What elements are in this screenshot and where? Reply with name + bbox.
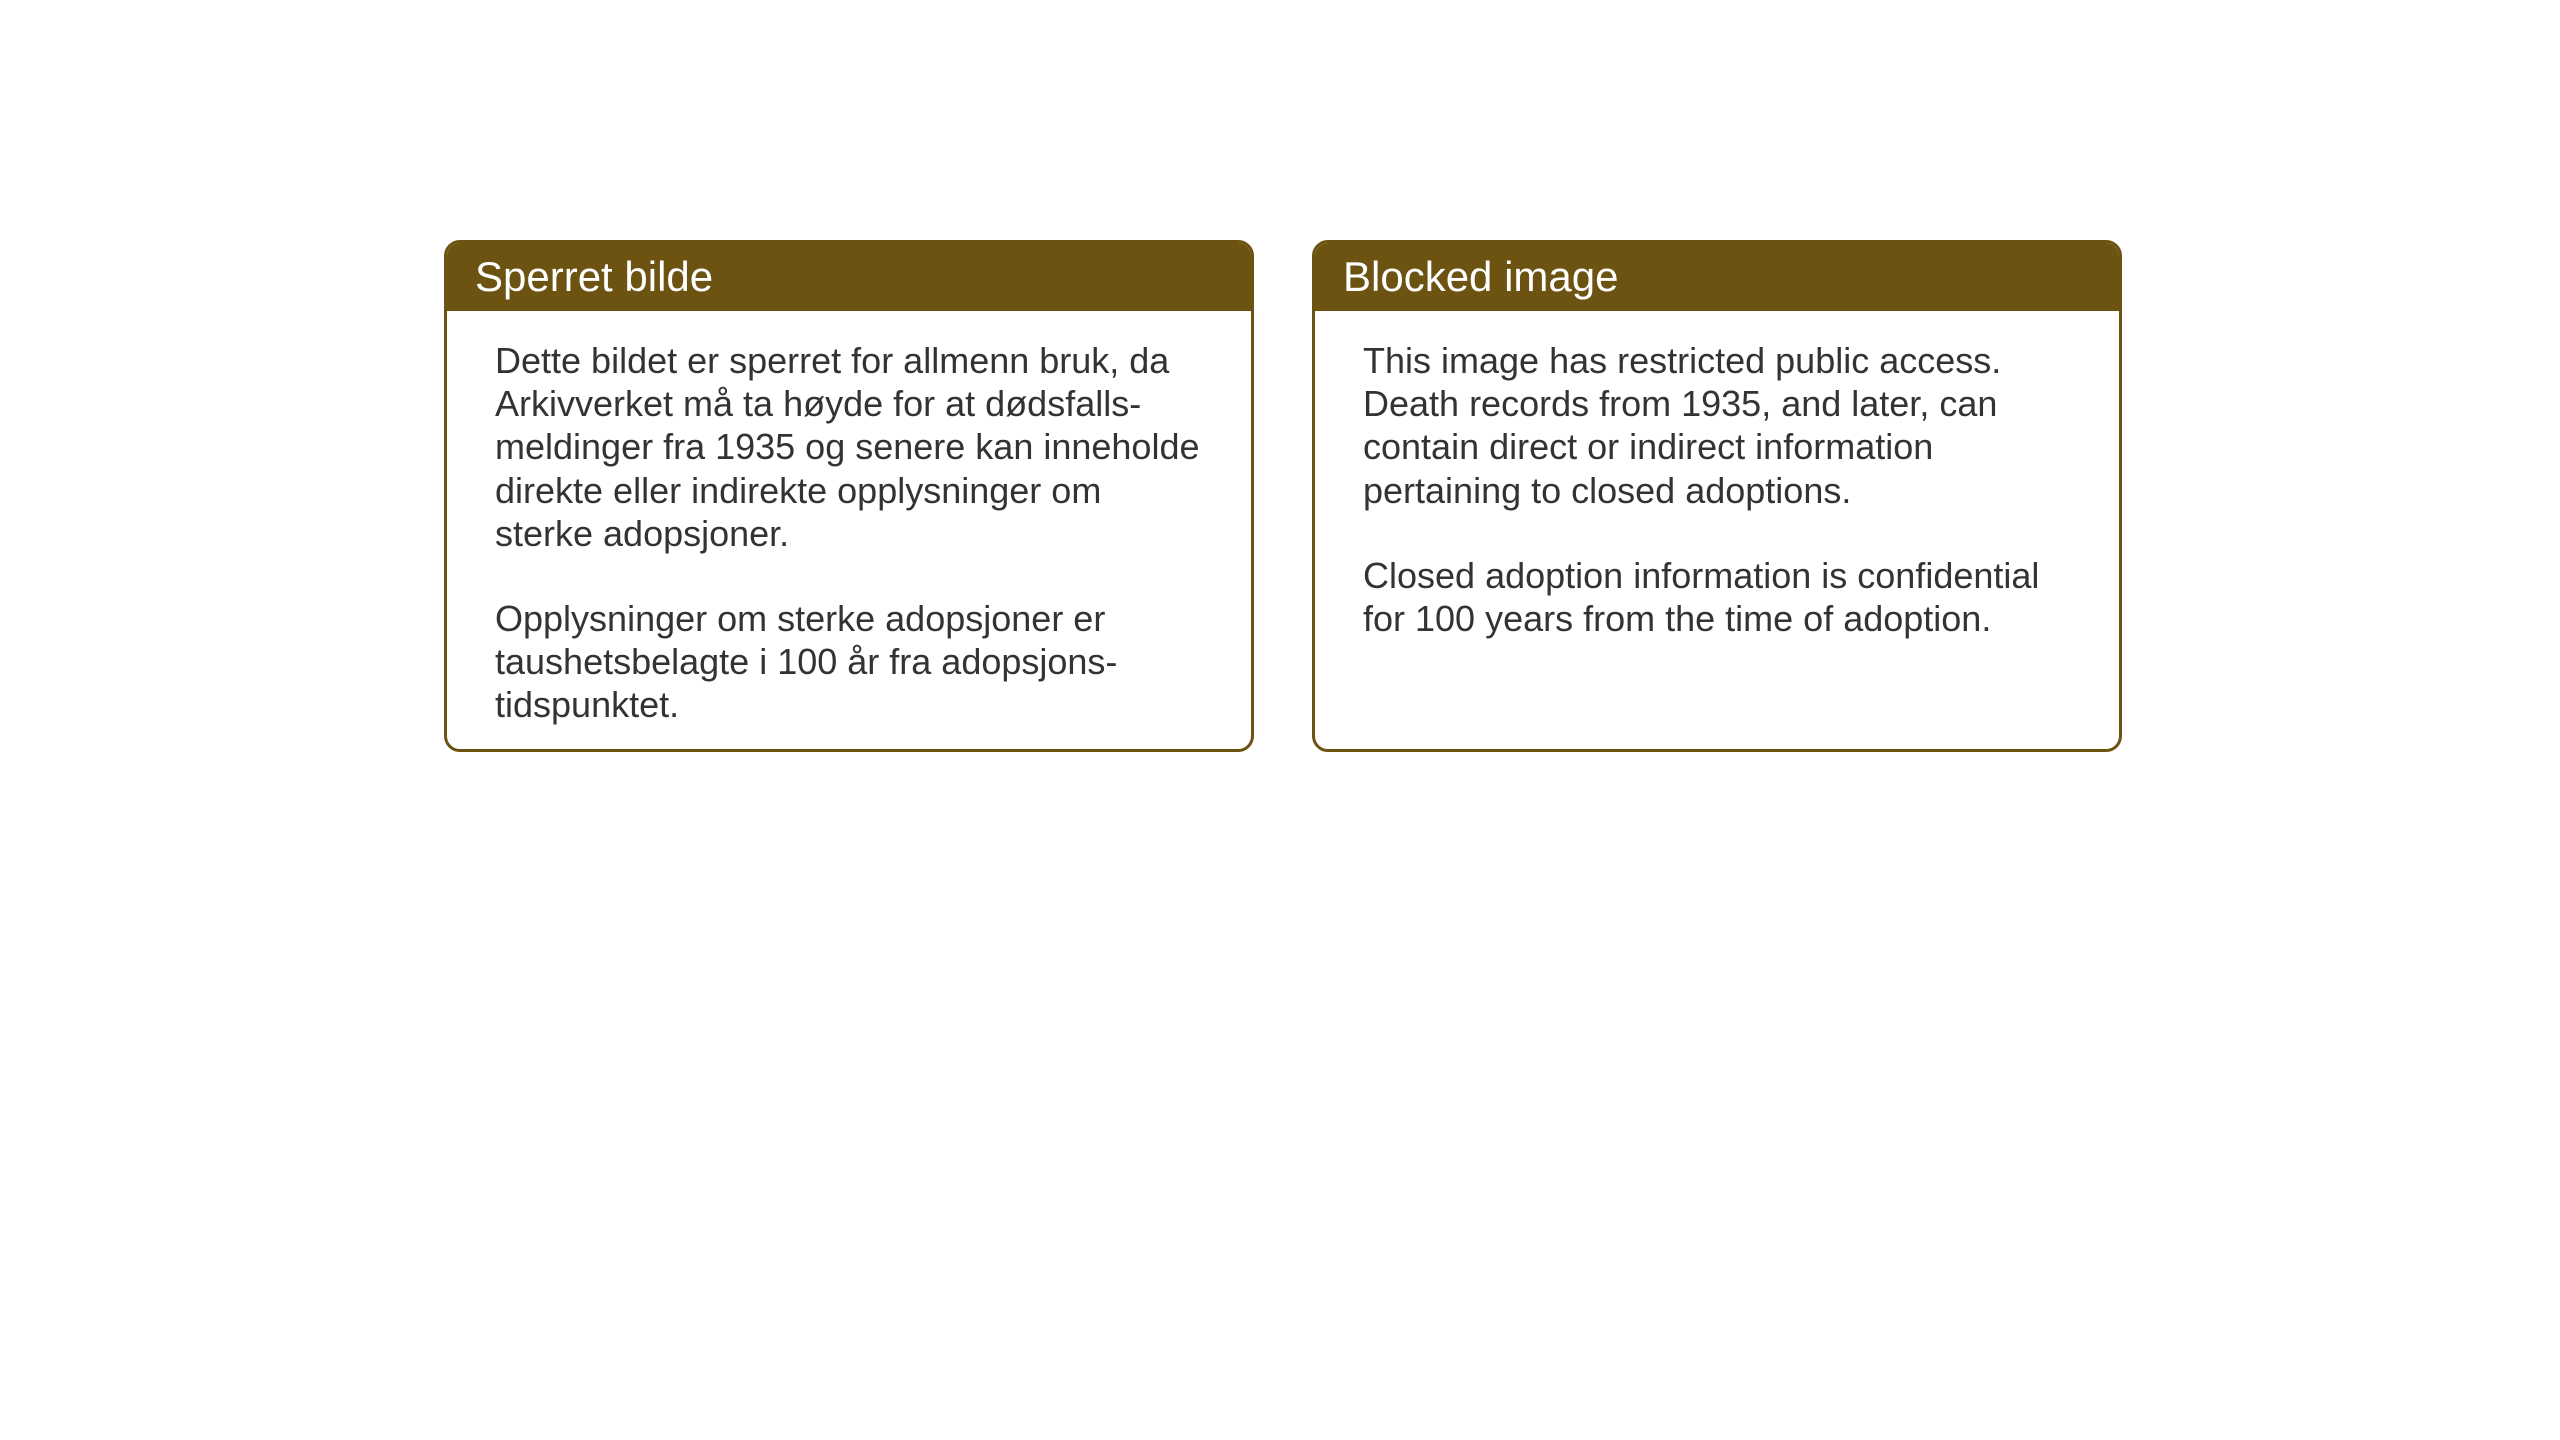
notice-header-norwegian: Sperret bilde [447, 243, 1251, 311]
notice-card-english: Blocked image This image has restricted … [1312, 240, 2122, 752]
notice-header-english: Blocked image [1315, 243, 2119, 311]
notice-paragraph: Dette bildet er sperret for allmenn bruk… [495, 339, 1203, 555]
notice-paragraph: Closed adoption information is confident… [1363, 554, 2071, 640]
notice-body-norwegian: Dette bildet er sperret for allmenn bruk… [447, 311, 1251, 752]
notice-body-english: This image has restricted public access.… [1315, 311, 2119, 668]
notice-paragraph: This image has restricted public access.… [1363, 339, 2071, 512]
notice-title: Blocked image [1343, 253, 1618, 300]
notice-container: Sperret bilde Dette bildet er sperret fo… [444, 240, 2122, 752]
notice-card-norwegian: Sperret bilde Dette bildet er sperret fo… [444, 240, 1254, 752]
notice-title: Sperret bilde [475, 253, 713, 300]
notice-paragraph: Opplysninger om sterke adopsjoner er tau… [495, 597, 1203, 727]
